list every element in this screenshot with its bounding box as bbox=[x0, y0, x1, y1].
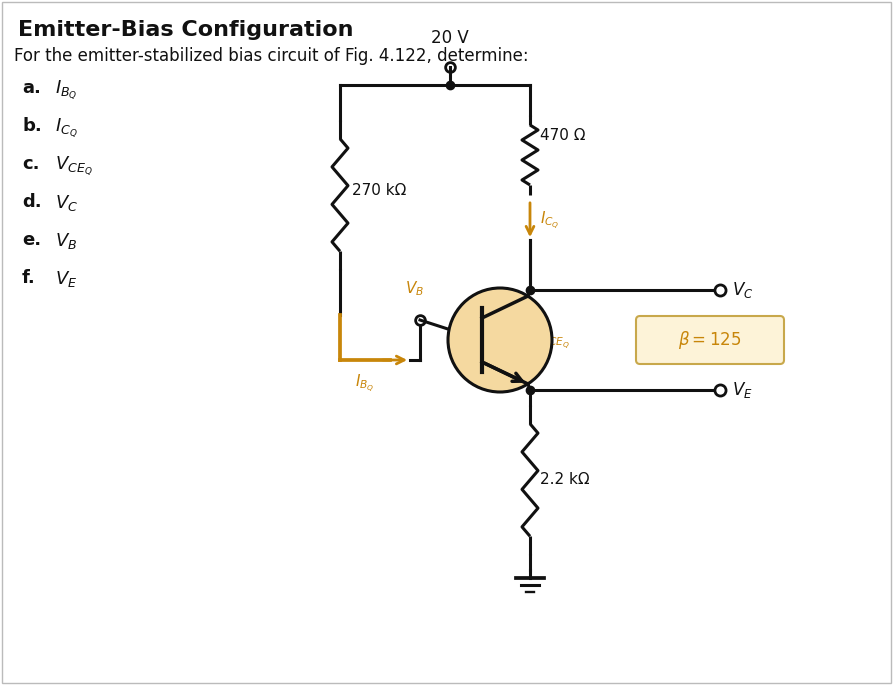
Text: $V_E$: $V_E$ bbox=[55, 269, 78, 289]
Text: For the emitter-stabilized bias circuit of Fig. 4.122, determine:: For the emitter-stabilized bias circuit … bbox=[14, 47, 529, 65]
Text: c.: c. bbox=[22, 155, 39, 173]
Text: $V_B$: $V_B$ bbox=[55, 231, 77, 251]
Text: 20 V: 20 V bbox=[431, 29, 469, 47]
Text: $I_{C_Q}$: $I_{C_Q}$ bbox=[55, 117, 78, 140]
Text: Emitter-Bias Configuration: Emitter-Bias Configuration bbox=[18, 20, 354, 40]
Text: e.: e. bbox=[22, 231, 41, 249]
Text: $I_{B_Q}$: $I_{B_Q}$ bbox=[355, 372, 374, 394]
Text: $I_{B_Q}$: $I_{B_Q}$ bbox=[55, 79, 78, 102]
Text: $\beta = 125$: $\beta = 125$ bbox=[679, 329, 741, 351]
Text: +: + bbox=[511, 298, 525, 316]
Text: $V_E$: $V_E$ bbox=[732, 380, 753, 400]
Text: $V_C$: $V_C$ bbox=[55, 193, 78, 213]
Text: $V_{CE_Q}$: $V_{CE_Q}$ bbox=[538, 329, 571, 351]
Text: f.: f. bbox=[22, 269, 36, 287]
Text: 270 kΩ: 270 kΩ bbox=[352, 182, 406, 197]
Circle shape bbox=[448, 288, 552, 392]
Text: $V_B$: $V_B$ bbox=[405, 279, 424, 298]
Text: d.: d. bbox=[22, 193, 42, 211]
Text: 470 Ω: 470 Ω bbox=[540, 127, 586, 142]
Text: $I_{C_Q}$: $I_{C_Q}$ bbox=[540, 209, 560, 231]
Text: $V_{CE_Q}$: $V_{CE_Q}$ bbox=[55, 155, 93, 178]
Text: 2.2 kΩ: 2.2 kΩ bbox=[540, 473, 589, 488]
Text: b.: b. bbox=[22, 117, 42, 135]
Text: $V_C$: $V_C$ bbox=[732, 280, 754, 300]
Text: −: − bbox=[511, 362, 526, 380]
Text: a.: a. bbox=[22, 79, 41, 97]
FancyBboxPatch shape bbox=[636, 316, 784, 364]
